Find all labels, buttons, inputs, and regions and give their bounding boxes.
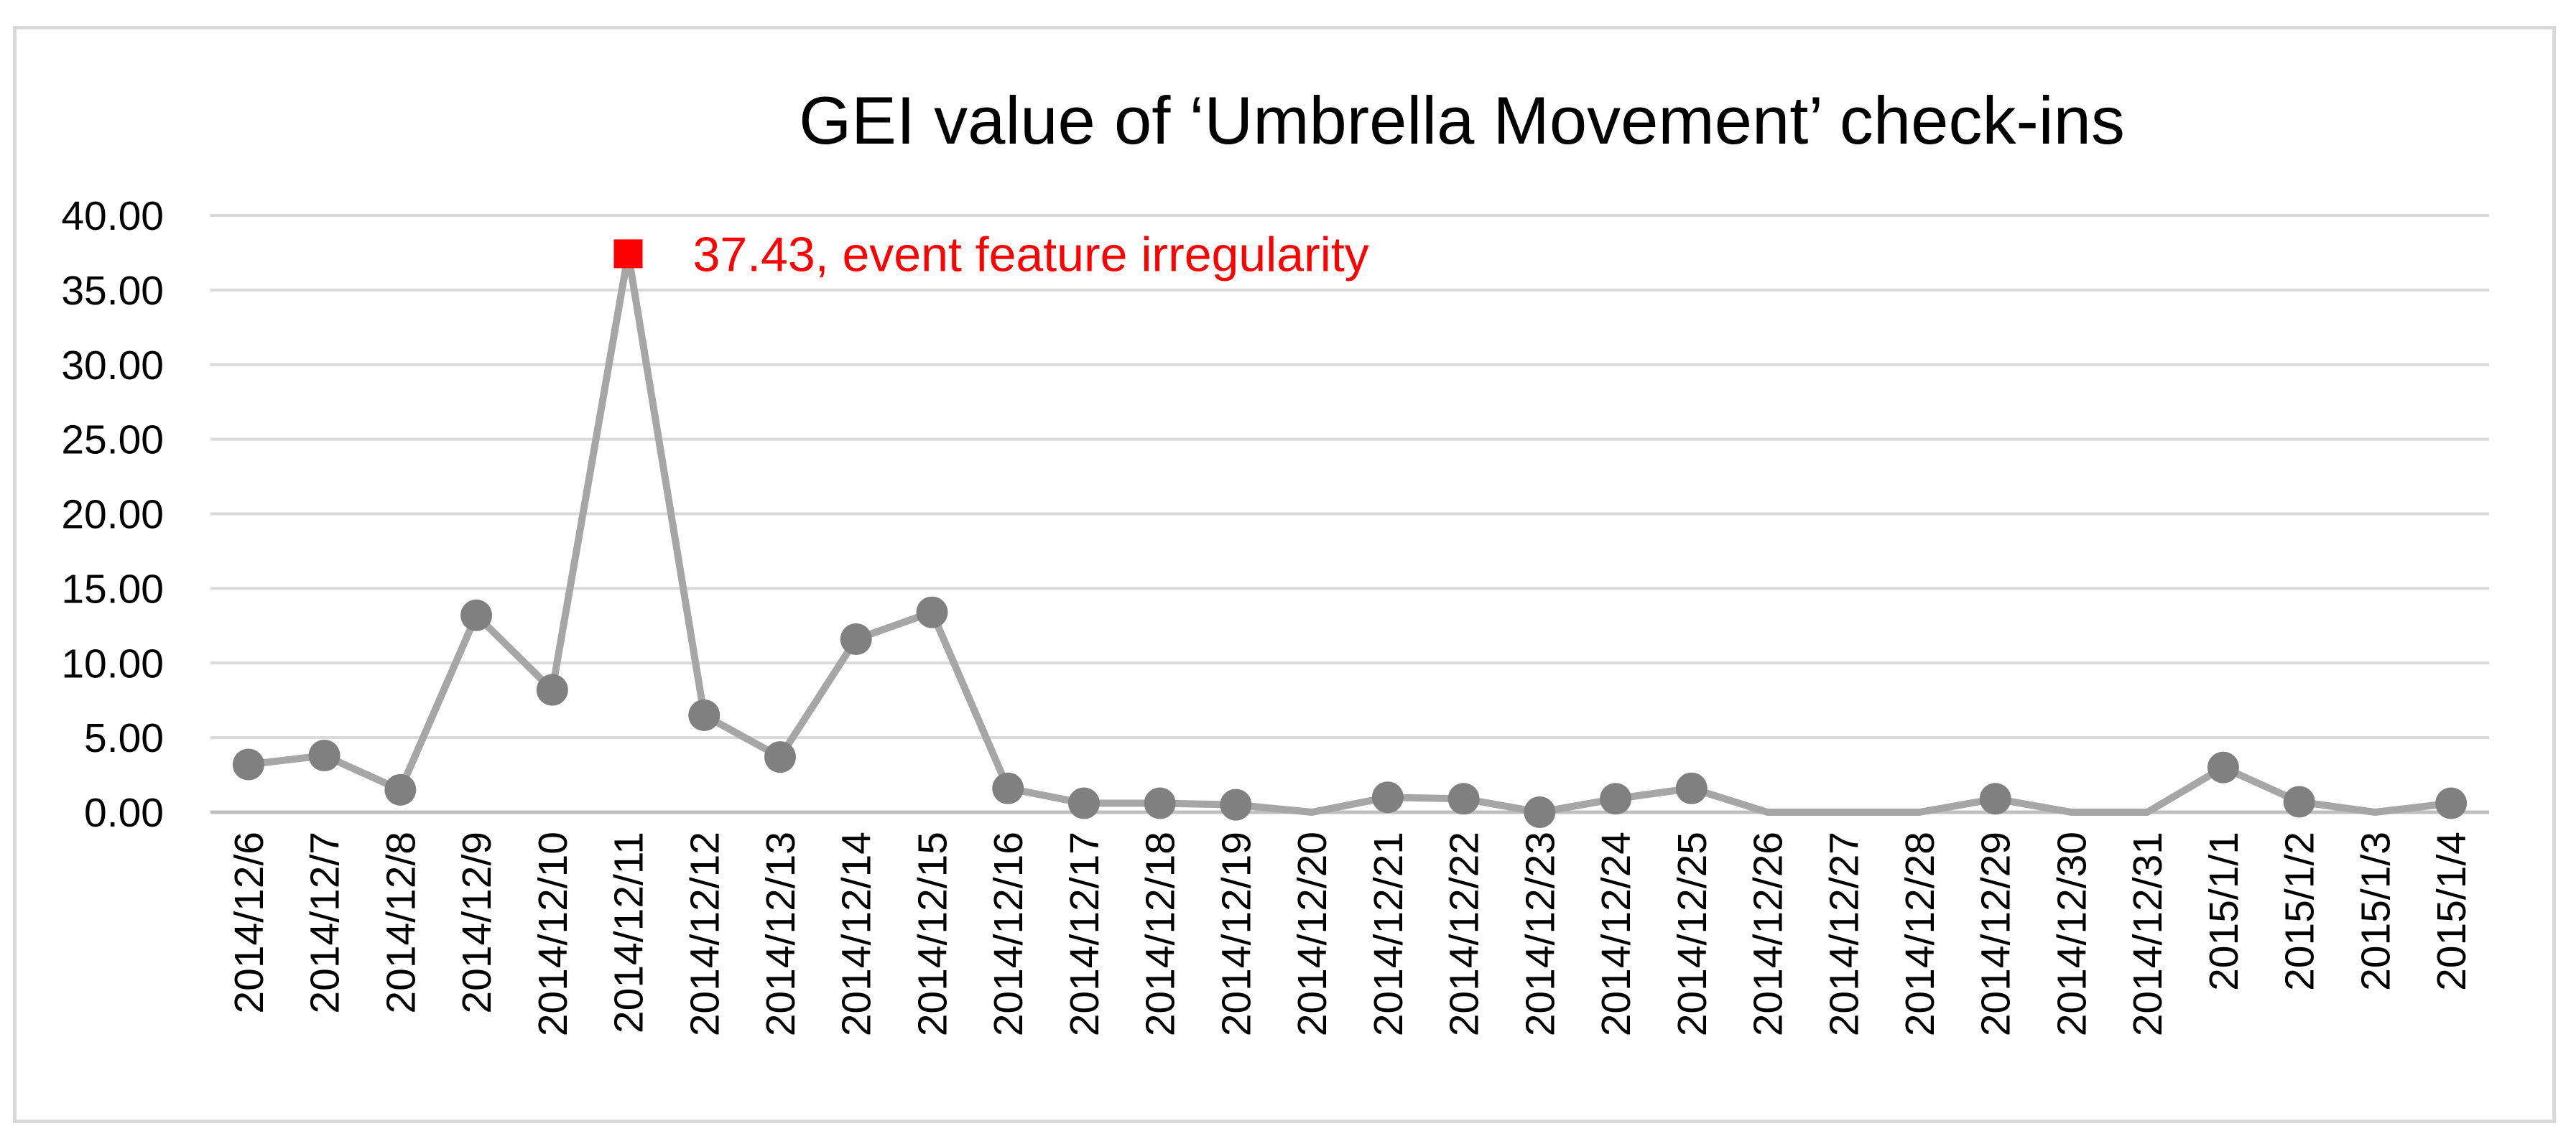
y-tick-label: 35.00 <box>61 268 164 314</box>
data-point <box>1144 787 1176 819</box>
chart-frame <box>13 26 2556 1123</box>
x-tick-label: 2014/12/26 <box>1746 832 1792 1036</box>
x-tick-label: 2014/12/13 <box>758 832 804 1036</box>
series-line-path <box>244 250 2455 816</box>
x-tick-label: 2015/1/2 <box>2277 832 2323 991</box>
series-markers <box>232 596 2468 828</box>
data-point <box>2435 787 2468 819</box>
annotation-marker <box>613 239 643 269</box>
y-tick-label: 30.00 <box>61 343 164 389</box>
data-point <box>840 623 872 656</box>
x-tick-label: 2014/12/29 <box>1973 832 2019 1036</box>
x-tick-label: 2014/12/12 <box>682 832 728 1036</box>
x-tick-label: 2014/12/15 <box>909 832 955 1036</box>
data-point <box>916 596 948 628</box>
x-tick-label: 2014/12/22 <box>1442 832 1488 1036</box>
x-tick-label: 2014/12/23 <box>1517 832 1563 1036</box>
x-tick-label: 2014/12/27 <box>1821 832 1867 1036</box>
x-tick-label: 2014/12/7 <box>302 832 348 1014</box>
x-tick-label: 2014/12/21 <box>1366 832 1412 1036</box>
data-point <box>232 748 264 781</box>
y-tick-label: 40.00 <box>61 193 164 239</box>
series-line <box>244 250 2455 816</box>
x-tick-label: 2014/12/17 <box>1062 832 1108 1036</box>
x-tick-label: 2014/12/16 <box>986 832 1032 1036</box>
x-tick-label: 2014/12/28 <box>1897 832 1943 1036</box>
data-point <box>2207 751 2239 783</box>
x-tick-label: 2014/12/9 <box>454 832 500 1014</box>
x-tick-label: 2015/1/4 <box>2429 832 2475 991</box>
data-point <box>2283 786 2315 818</box>
x-axis-ticks: 2014/12/6 2014/12/7 2014/12/8 2014/12/9 2014… <box>226 832 2475 1036</box>
y-tick-label: 20.00 <box>61 492 164 538</box>
x-tick-label: 2015/1/3 <box>2353 832 2399 991</box>
x-tick-label: 2014/12/14 <box>834 832 880 1036</box>
gridlines <box>210 214 2489 814</box>
data-point <box>992 772 1024 804</box>
data-point <box>1067 787 1100 819</box>
x-tick-label: 2014/12/20 <box>1289 832 1335 1036</box>
x-tick-label: 2014/12/6 <box>226 832 272 1014</box>
y-tick-label: 15.00 <box>61 566 164 612</box>
y-tick-label: 5.00 <box>84 715 164 761</box>
x-tick-label: 2014/12/19 <box>1213 832 1259 1036</box>
data-point <box>536 674 568 706</box>
x-tick-label: 2014/12/30 <box>2049 832 2095 1036</box>
x-tick-label: 2014/12/25 <box>1669 832 1715 1036</box>
y-axis-ticks: 0.00 5.00 10.00 15.00 20.00 25.00 30.00 35.00 40… <box>61 193 164 836</box>
data-point <box>1371 781 1404 814</box>
x-tick-label: 2014/12/18 <box>1138 832 1184 1036</box>
x-tick-label: 2014/12/10 <box>530 832 576 1036</box>
x-tick-label: 2014/12/31 <box>2125 832 2171 1036</box>
data-point <box>384 773 417 806</box>
annotation-label: 37.43, event feature irregularity <box>693 227 1369 282</box>
y-tick-label: 25.00 <box>61 417 164 463</box>
data-point <box>460 599 493 631</box>
x-tick-label: 2015/1/1 <box>2201 832 2247 991</box>
data-point <box>1675 772 1708 804</box>
data-point <box>1600 783 1632 815</box>
y-tick-label: 10.00 <box>61 641 164 687</box>
data-point <box>1220 789 1252 821</box>
y-tick-label: 0.00 <box>84 790 164 836</box>
data-point <box>1524 796 1556 828</box>
annotations: 37.43, event feature irregularity <box>613 227 1369 282</box>
data-point <box>308 740 340 772</box>
x-tick-label: 2014/12/24 <box>1593 832 1639 1036</box>
data-point <box>688 699 721 731</box>
x-tick-label: 2014/12/11 <box>606 832 652 1033</box>
data-point <box>764 741 796 773</box>
x-tick-label: 2014/12/8 <box>378 832 424 1014</box>
data-point <box>1979 783 2011 815</box>
data-point <box>1447 783 1480 815</box>
chart-title: GEI value of ‘Umbrella Movement’ check-i… <box>799 83 2125 158</box>
